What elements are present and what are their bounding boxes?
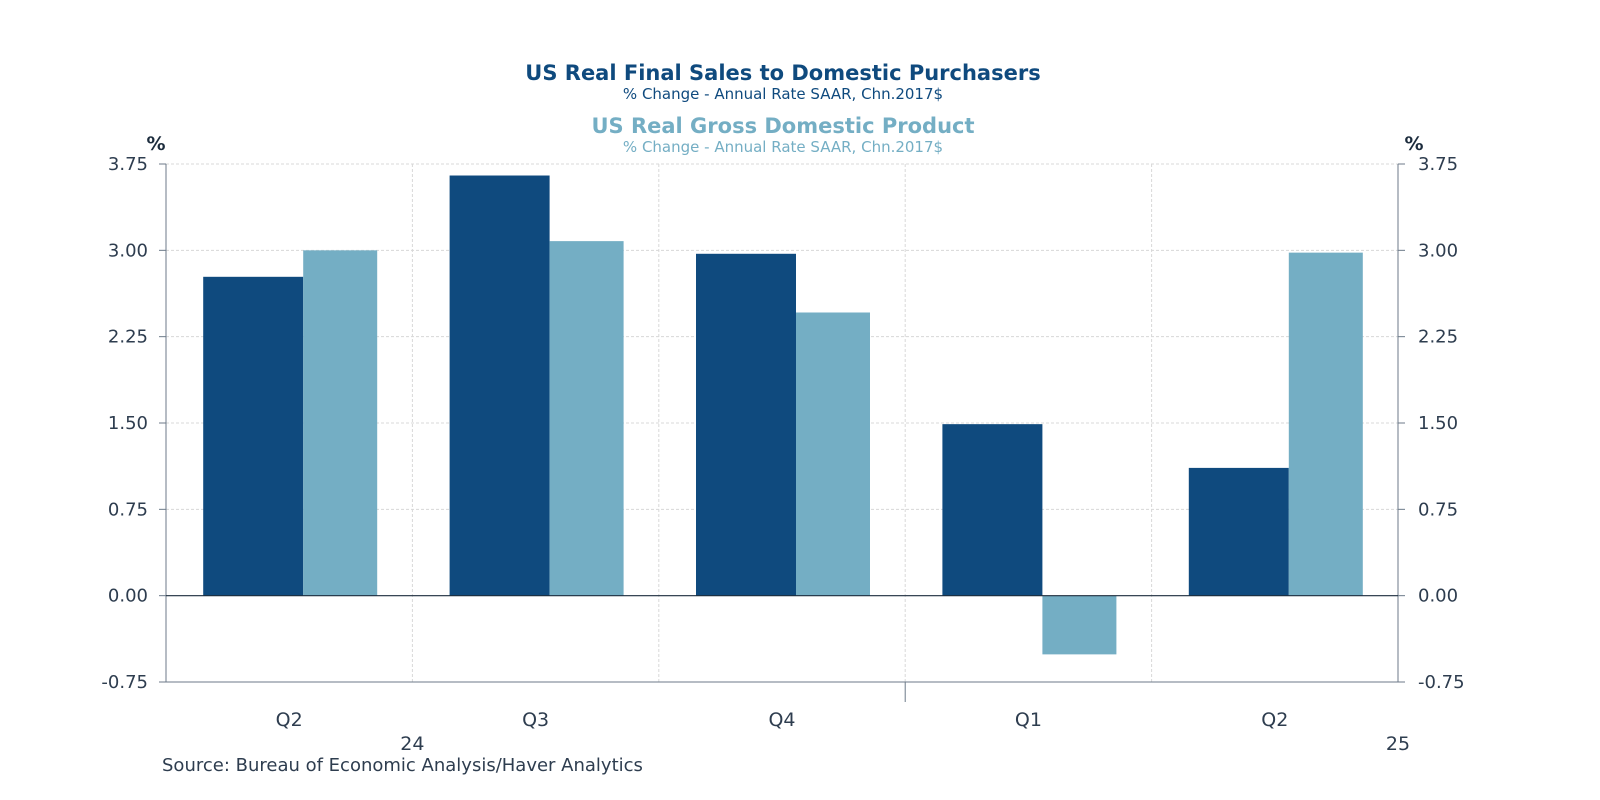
y-tick-label-right-1: 3.00 <box>1418 240 1458 261</box>
bar-series1-0 <box>203 276 304 596</box>
chart-title-secondary: US Real Gross Domestic Product <box>591 114 974 138</box>
y-tick-label-left-5: 0.00 <box>108 586 148 607</box>
y-tick-label-right-4: 0.75 <box>1418 499 1458 520</box>
y-tick-label-left-3: 1.50 <box>108 413 148 434</box>
y-tick-label-left-0: 3.75 <box>108 154 148 175</box>
bar-series2-2 <box>796 312 870 596</box>
y-tick-label-right-0: 3.75 <box>1418 154 1458 175</box>
bars <box>203 175 1363 655</box>
axes <box>159 163 1405 702</box>
bar-series1-4 <box>1188 467 1289 596</box>
y-tick-label-right-5: 0.00 <box>1418 586 1458 607</box>
x-category-label-0: Q2 <box>276 709 303 731</box>
y-tick-label-left-6: -0.75 <box>101 672 148 693</box>
x-year-label-1: 25 <box>1386 733 1410 755</box>
bar-series1-2 <box>696 253 796 596</box>
x-category-label-3: Q1 <box>1015 709 1042 731</box>
y-tick-label-right-2: 2.25 <box>1418 327 1458 348</box>
x-category-label-4: Q2 <box>1261 709 1288 731</box>
chart-subtitle-primary: % Change - Annual Rate SAAR, Chn.2017$ <box>623 85 943 103</box>
y-axis-right-unit: % <box>1404 133 1423 155</box>
bar-series2-3 <box>1042 595 1117 655</box>
y-tick-label-left-1: 3.00 <box>108 240 148 261</box>
y-tick-label-left-2: 2.25 <box>108 327 148 348</box>
y-axis-left-unit: % <box>146 133 165 155</box>
x-category-label-2: Q4 <box>768 709 795 731</box>
x-year-label-0: 24 <box>400 733 424 755</box>
bar-series1-3 <box>942 424 1043 596</box>
bar-series1-1 <box>449 175 550 596</box>
chart-title-primary: US Real Final Sales to Domestic Purchase… <box>525 61 1040 85</box>
y-tick-label-left-4: 0.75 <box>108 499 148 520</box>
bar-series2-1 <box>549 241 624 596</box>
labels: 3.75 3.75 3.00 3.00 2.25 2.25 1.50 1.50 0.75 0.75… <box>101 154 1464 755</box>
bar-series2-0 <box>303 250 378 596</box>
bar-series2-4 <box>1288 252 1363 596</box>
chart-subtitle-secondary: % Change - Annual Rate SAAR, Chn.2017$ <box>623 138 943 156</box>
x-category-label-1: Q3 <box>522 709 549 731</box>
y-tick-label-right-3: 1.50 <box>1418 413 1458 434</box>
source-note: Source: Bureau of Economic Analysis/Have… <box>162 755 643 776</box>
y-tick-label-right-6: -0.75 <box>1418 672 1465 693</box>
